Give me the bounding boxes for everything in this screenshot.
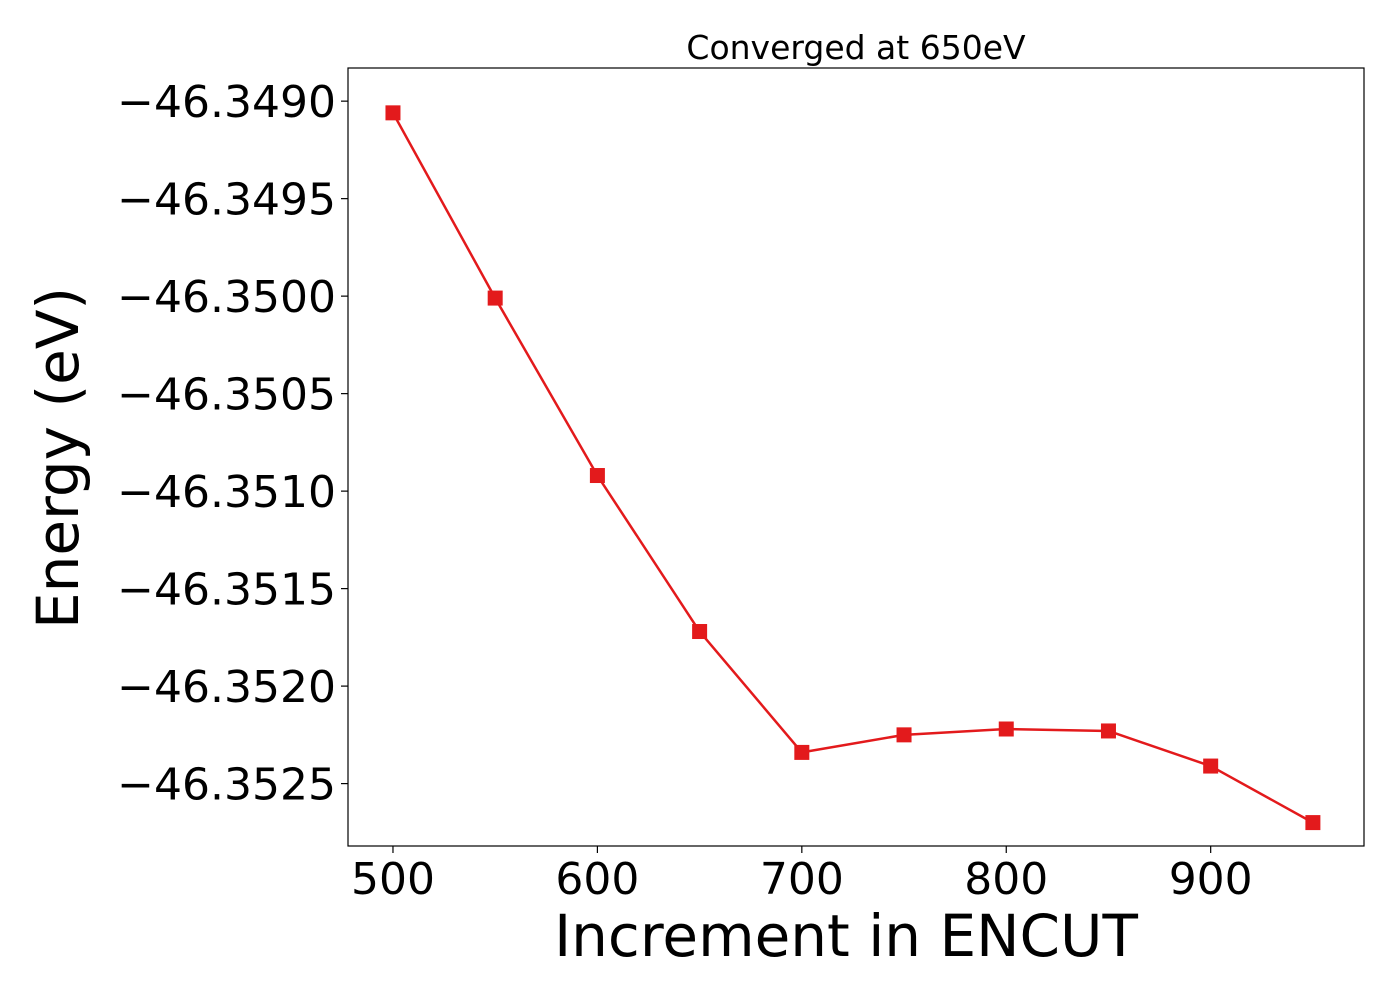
x-tick-label: 500 [351, 854, 435, 905]
y-tick-label: −46.3500 [117, 272, 336, 323]
data-point [896, 727, 912, 743]
y-tick-label: −46.3495 [117, 175, 336, 226]
data-point [1100, 723, 1116, 739]
y-tick-label: −46.3515 [117, 565, 336, 616]
y-tick-label: −46.3490 [117, 77, 336, 128]
data-point [1305, 815, 1321, 831]
x-tick-label: 900 [1169, 854, 1253, 905]
x-tick-label: 800 [964, 854, 1048, 905]
y-tick-label: −46.3525 [117, 760, 336, 811]
plot-area: 500 600 700 800 900 −46.3490 −46.3495 −46.3500 −… [117, 67, 1365, 905]
plot-frame [347, 67, 1365, 847]
data-point [487, 290, 503, 306]
data-point [692, 624, 708, 640]
x-axis-label: Increment in ENCUT [554, 902, 1138, 970]
x-tick-label: 600 [555, 854, 639, 905]
y-axis-label: Energy (eV) [24, 287, 92, 629]
data-point [794, 744, 810, 760]
series-line [391, 112, 1314, 824]
data-point [998, 721, 1014, 737]
data-point [1203, 758, 1219, 774]
x-tick-label: 700 [760, 854, 844, 905]
y-tick-label: −46.3510 [117, 467, 336, 518]
data-point [385, 105, 401, 121]
y-tick-label: −46.3505 [117, 370, 336, 421]
chart-title: Converged at 650eV [686, 28, 1026, 67]
data-point [589, 468, 605, 484]
y-tick-label: −46.3520 [117, 662, 336, 713]
